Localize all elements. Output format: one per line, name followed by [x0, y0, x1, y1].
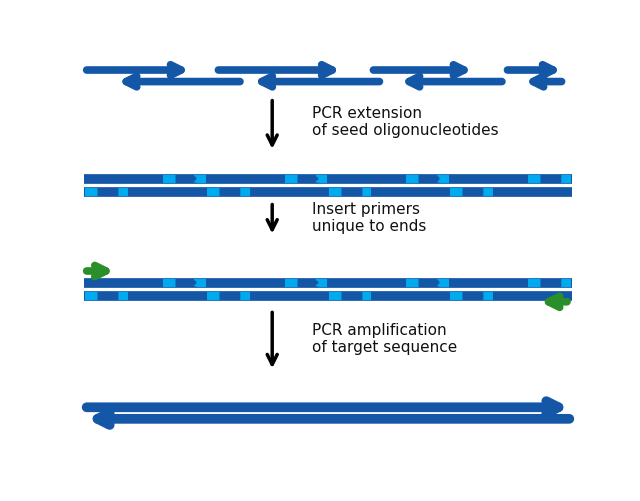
- Text: Insert primers
unique to ends: Insert primers unique to ends: [312, 201, 427, 234]
- Text: PCR extension
of seed oligonucleotides: PCR extension of seed oligonucleotides: [312, 105, 499, 138]
- Text: PCR amplification
of target sequence: PCR amplification of target sequence: [312, 322, 458, 355]
